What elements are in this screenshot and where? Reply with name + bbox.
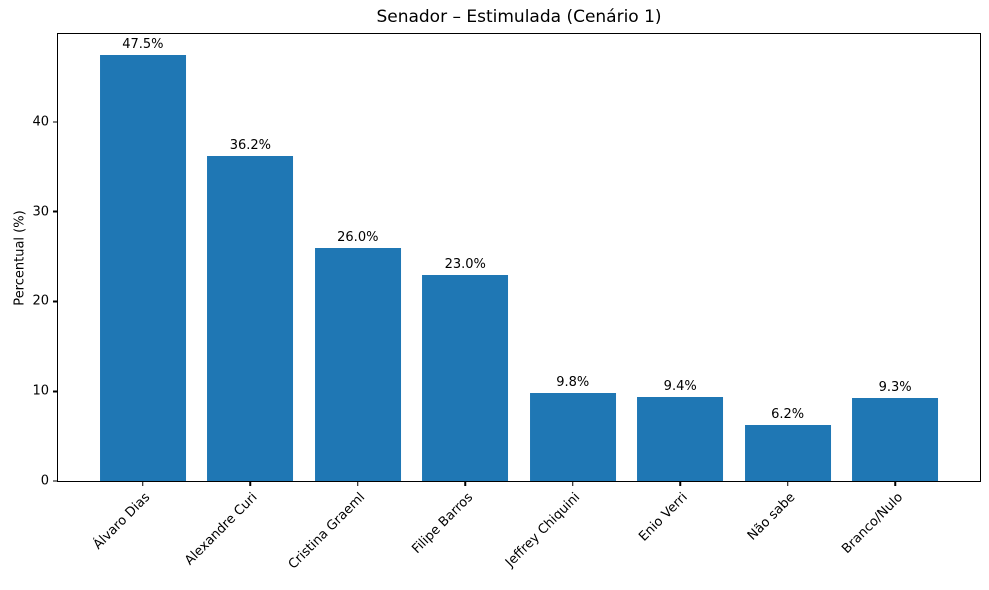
y-tick: 30 (32, 204, 58, 219)
bar-value-label: 23.0% (444, 256, 486, 272)
x-tick-mark (571, 481, 574, 486)
y-tick-mark (53, 300, 58, 303)
x-category-label: Filipe Barros (409, 490, 476, 557)
x-tick-mark (786, 481, 789, 486)
y-axis-label: Percentual (%) (12, 210, 28, 306)
plot-area: 47.5% Álvaro Dias 36.2% Alexandre Curi 26.0%… (32, 33, 981, 572)
bar-value-label: 9.8% (556, 375, 590, 391)
bar-value-label: 47.5% (122, 36, 164, 52)
bar-value-label: 26.0% (337, 229, 379, 245)
bar-0 (99, 54, 186, 481)
bar-6 (744, 425, 831, 481)
x-tick-mark (894, 481, 896, 486)
bar-3 (422, 274, 509, 481)
y-tick-label: 0 (40, 473, 49, 489)
x-tick-mark (142, 481, 144, 486)
y-tick-mark (53, 121, 58, 123)
x-tick-mark (357, 481, 359, 486)
bar-4 (529, 393, 616, 481)
y-tick: 20 (32, 294, 58, 309)
x-category-label: Branco/Nulo (838, 490, 906, 557)
x-category-label: Enio Verri (636, 490, 691, 545)
x-tick-mark (679, 481, 681, 486)
chart-title: Senador – Estimulada (Cenário 1) (376, 7, 662, 27)
y-tick-mark (53, 210, 58, 213)
x-category-label: Alexandre Curi (182, 490, 261, 569)
x-category-label: Cristina Graeml (286, 490, 369, 573)
y-tick-label: 20 (32, 293, 49, 309)
bar-2 (314, 247, 401, 481)
y-tick: 10 (32, 384, 58, 399)
bar-value-label: 9.3% (878, 379, 912, 395)
y-tick-label: 40 (32, 114, 49, 130)
y-tick: 0 (41, 474, 58, 489)
x-tick-mark (464, 481, 467, 486)
bar-value-label: 9.4% (663, 378, 697, 394)
x-tick-mark (249, 481, 252, 486)
y-tick-label: 10 (32, 383, 49, 399)
bar-5 (637, 396, 724, 481)
x-category-label: Álvaro Dias (90, 490, 154, 553)
bar-1 (207, 156, 294, 481)
y-tick: 40 (32, 114, 58, 129)
bar-7 (852, 397, 939, 481)
x-category-label: Jeffrey Chiquini (503, 490, 584, 571)
y-tick-mark (53, 480, 58, 482)
y-tick-mark (53, 390, 58, 392)
y-tick-label: 30 (32, 204, 49, 220)
bar-value-label: 6.2% (771, 407, 805, 423)
x-category-label: Não sabe (744, 490, 799, 544)
bar-value-label: 36.2% (229, 138, 271, 154)
